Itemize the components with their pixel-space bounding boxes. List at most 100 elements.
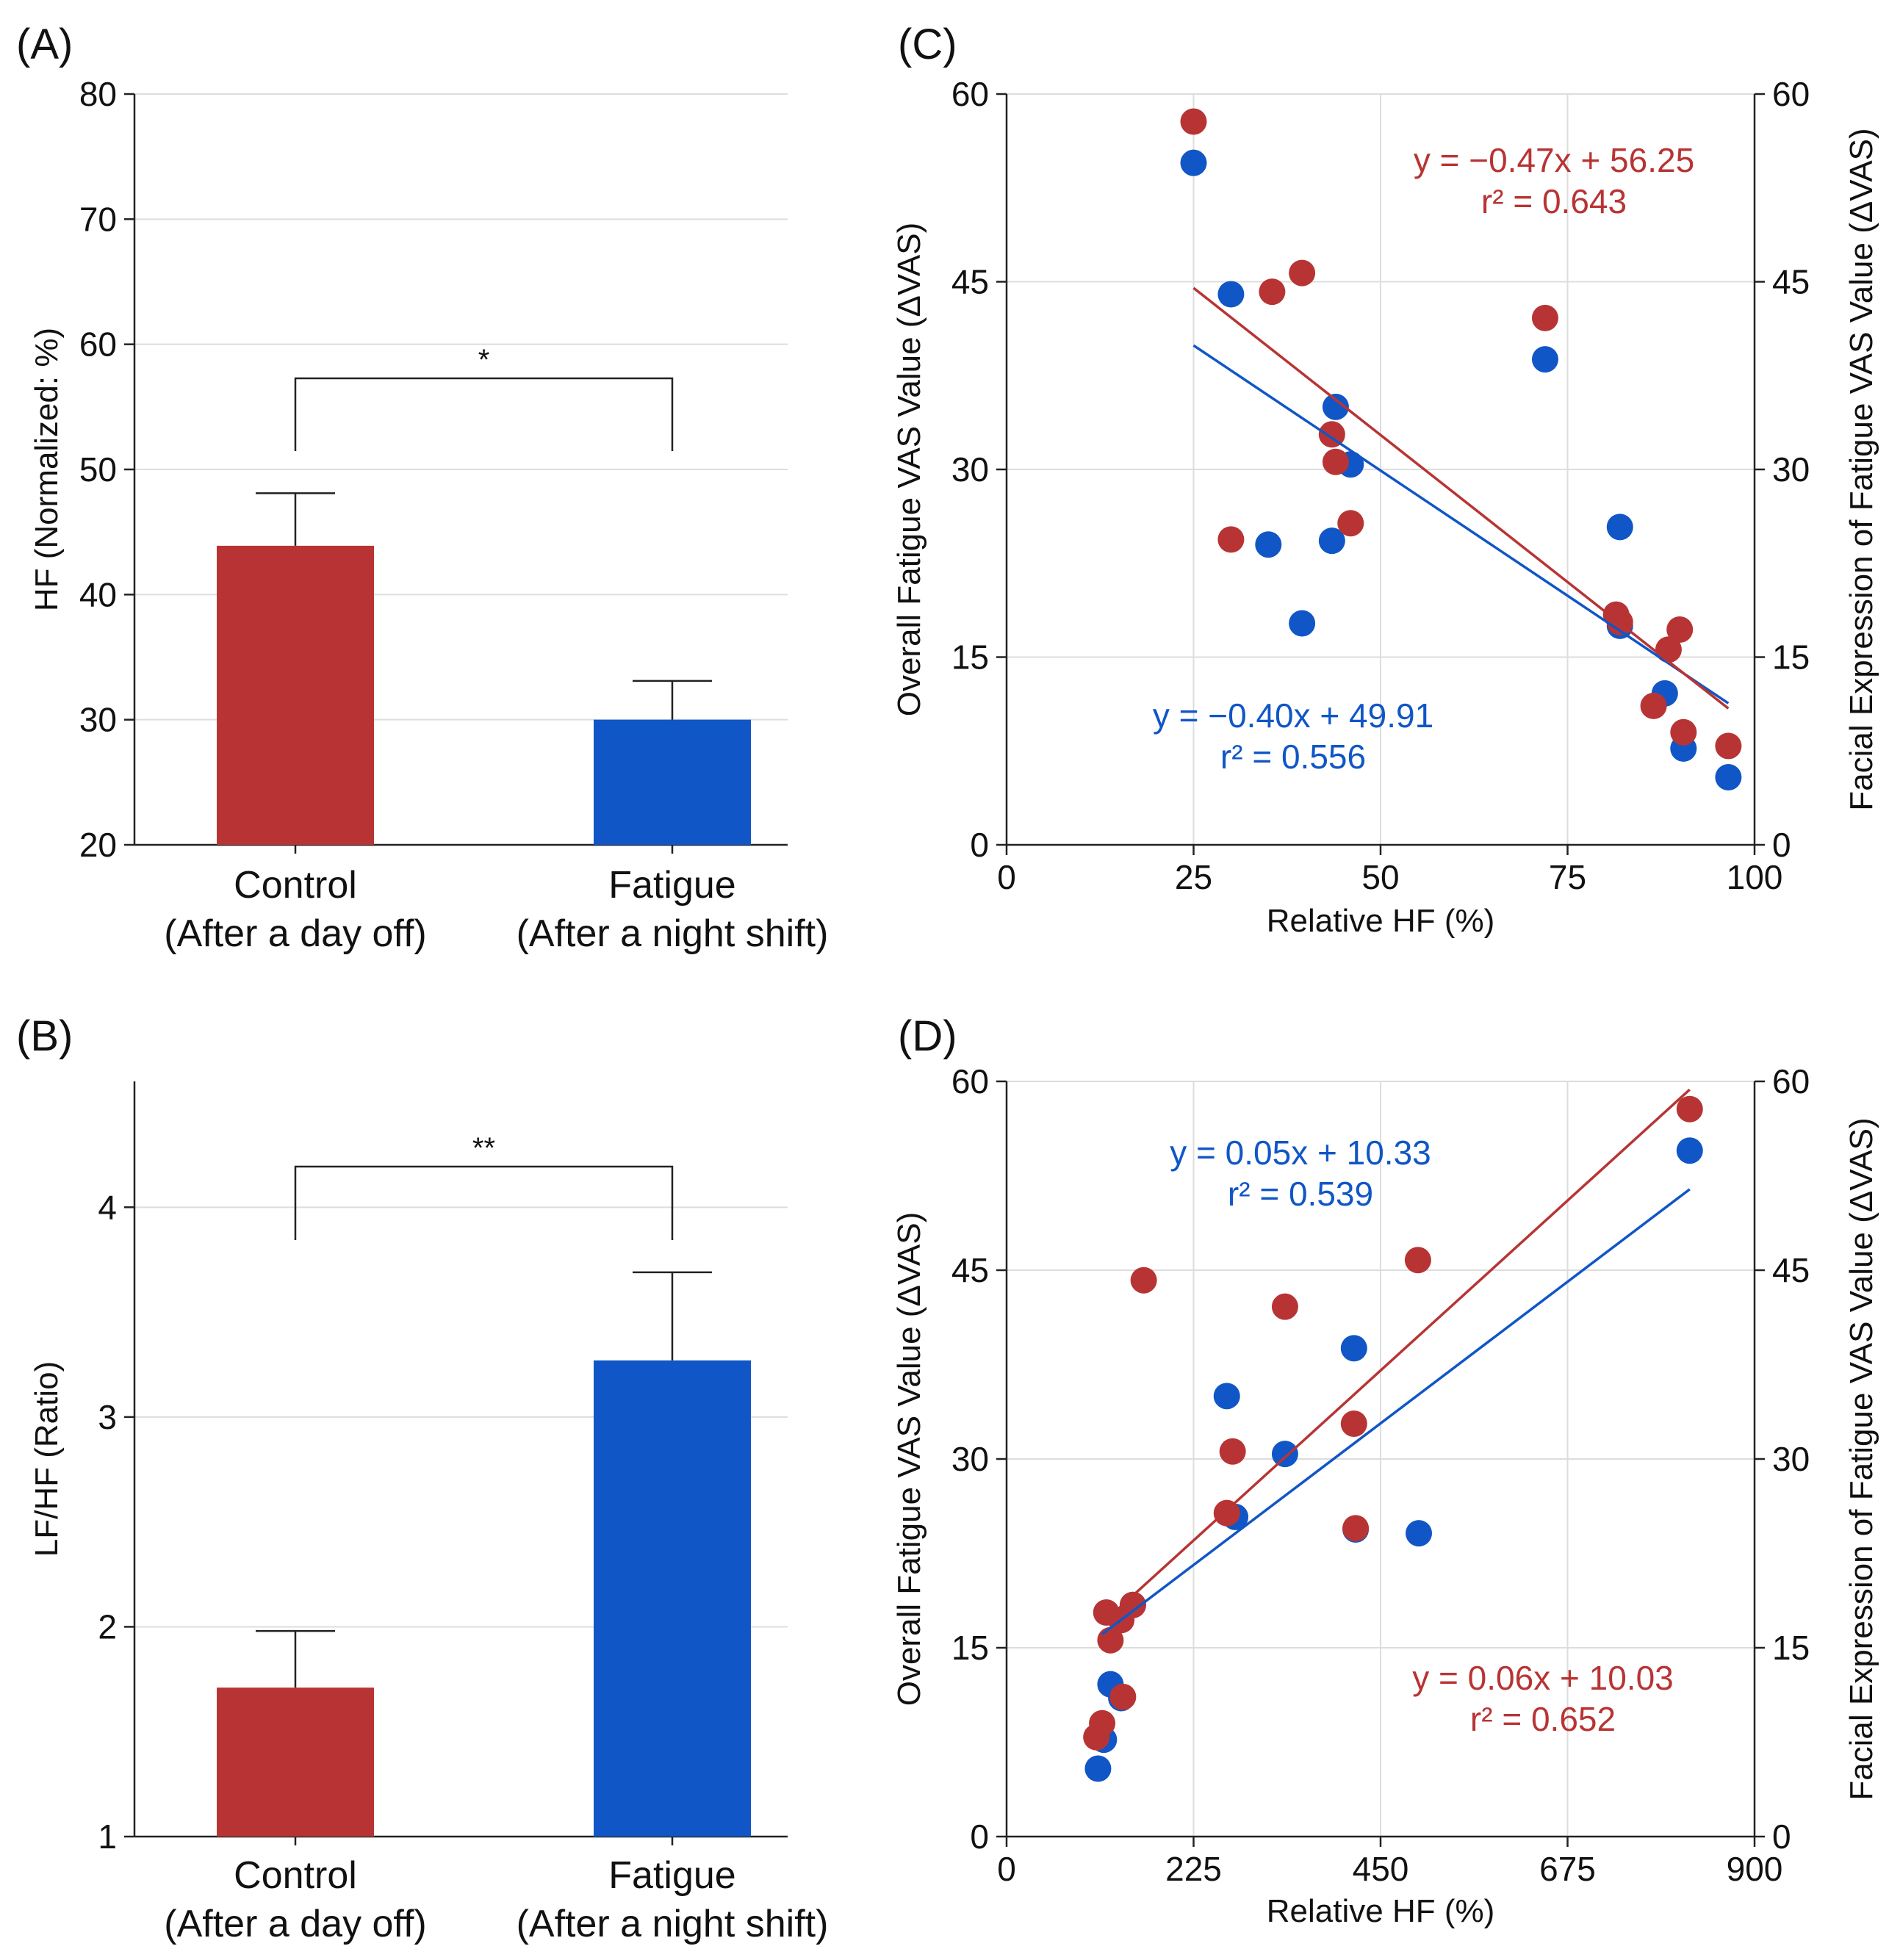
facial-point [1531, 304, 1558, 331]
y-tick-label-right: 60 [1772, 1062, 1810, 1100]
facial-point [1259, 278, 1286, 306]
y-tick-label: 2 [98, 1607, 117, 1646]
y-tick-label-right: 45 [1772, 1251, 1810, 1289]
overall-point [1255, 531, 1282, 558]
facial-point [1180, 108, 1207, 135]
y-tick-label-right: 15 [1772, 1629, 1810, 1667]
facial-point [1666, 616, 1694, 644]
overall-r-squared: r² = 0.556 [1220, 738, 1366, 776]
y-tick-label: 1 [98, 1817, 117, 1856]
y-tick-label-left: 45 [951, 263, 989, 301]
y-tick-label-left: 30 [951, 1440, 989, 1478]
y-tick-label: 3 [98, 1398, 117, 1436]
overall-point [1180, 149, 1207, 176]
facial-point [1219, 1438, 1246, 1465]
facial-r-squared: r² = 0.643 [1481, 182, 1627, 220]
significance-marker: * [478, 344, 490, 376]
overall-point [1676, 1137, 1703, 1164]
y-tick-label-left: 30 [951, 450, 989, 489]
overall-point [1322, 393, 1349, 420]
x-axis-title: Relative HF (%) [1267, 903, 1495, 939]
y-tick-label-left: 0 [970, 826, 989, 864]
significance-bracket [294, 377, 674, 451]
overall-point [1271, 1441, 1298, 1468]
y-tick-label-right: 0 [1772, 826, 1791, 864]
facial-point [1089, 1709, 1116, 1737]
y-tick-label-left: 60 [951, 1062, 989, 1100]
y-axis-title-left: Overall Fatigue VAS Value (ΔVAS) [891, 223, 927, 717]
category-sublabel: (After a day off) [164, 912, 426, 955]
category-label: Fatigue [608, 864, 735, 907]
significance-bracket [294, 1165, 674, 1240]
bar-control [217, 545, 374, 845]
facial-point [1342, 1515, 1370, 1542]
y-tick-label-right: 45 [1772, 263, 1810, 301]
x-axis-title: Relative HF (%) [1267, 1893, 1495, 1929]
overall-point [1318, 527, 1345, 555]
panel-a: (A) 20 30 40 50 60 70 80 HF (Normalized: %) Contr… [16, 21, 828, 955]
overall-point [1213, 1383, 1240, 1410]
facial-r-squared: r² = 0.652 [1470, 1700, 1616, 1738]
panel-label: (A) [16, 21, 73, 68]
facial-point [1109, 1683, 1137, 1710]
category-sublabel: (After a night shift) [517, 1903, 829, 1945]
y-axis-title-right: Facial Expression of Fatigue VAS Value (… [1843, 128, 1879, 810]
facial-point [1130, 1267, 1157, 1294]
y-tick-label: 80 [79, 75, 117, 113]
facial-point [1271, 1293, 1298, 1320]
overall-point [1084, 1755, 1112, 1782]
x-tick-label: 0 [997, 858, 1016, 896]
significance-marker: ** [472, 1132, 495, 1164]
overall-point [1531, 346, 1558, 373]
overall-regression-line [1192, 344, 1730, 705]
panel-label: (C) [898, 21, 957, 68]
facial-point [1337, 510, 1364, 537]
y-tick-label-right: 30 [1772, 1440, 1810, 1478]
overall-point [1289, 610, 1316, 637]
x-tick-label: 25 [1175, 858, 1212, 896]
y-tick-label: 40 [79, 575, 117, 613]
panel-b: (B) 1 2 3 4 LF/HF (Ratio) Control (After a day … [16, 1012, 828, 1945]
y-axis-title: LF/HF (Ratio) [29, 1361, 65, 1557]
facial-point [1213, 1499, 1240, 1527]
facial-equation: y = 0.06x + 10.03 [1412, 1659, 1674, 1697]
facial-point [1340, 1410, 1367, 1438]
overall-point [1406, 1520, 1433, 1547]
x-tick-label: 450 [1353, 1850, 1409, 1888]
y-tick-label-left: 45 [951, 1251, 989, 1289]
y-tick-label: 30 [79, 701, 117, 739]
y-tick-label: 60 [79, 325, 117, 364]
x-tick-label: 0 [997, 1850, 1016, 1888]
y-tick-label-right: 30 [1772, 450, 1810, 489]
y-tick-label: 4 [98, 1188, 117, 1226]
panel-label: (B) [16, 1012, 73, 1060]
x-tick-label: 675 [1539, 1850, 1596, 1888]
y-tick-label-right: 60 [1772, 75, 1810, 113]
y-tick-label-right: 0 [1772, 1817, 1791, 1856]
overall-point [1606, 514, 1633, 541]
x-tick-label: 100 [1727, 858, 1783, 896]
overall-point [1715, 764, 1742, 791]
overall-point [1340, 1335, 1367, 1362]
facial-regression-line [1101, 1088, 1691, 1625]
facial-equation: y = −0.47x + 56.25 [1414, 141, 1694, 179]
category-label: Fatigue [608, 1854, 735, 1897]
overall-equation: y = 0.05x + 10.33 [1170, 1134, 1431, 1172]
facial-point [1322, 448, 1349, 475]
y-axis-title-right: Facial Expression of Fatigue VAS Value (… [1843, 1117, 1879, 1800]
panel-label: (D) [898, 1012, 957, 1060]
y-tick-label: 70 [79, 200, 117, 238]
facial-point [1715, 732, 1742, 760]
bar-control [217, 1687, 374, 1837]
y-tick-label-left: 15 [951, 638, 989, 677]
overall-regression-line [1101, 1188, 1691, 1635]
x-tick-label: 900 [1727, 1850, 1783, 1888]
category-label: Control [234, 864, 357, 907]
category-sublabel: (After a night shift) [517, 912, 829, 955]
y-tick-label-right: 15 [1772, 638, 1810, 677]
overall-point [1217, 281, 1245, 308]
x-tick-label: 225 [1165, 1850, 1222, 1888]
